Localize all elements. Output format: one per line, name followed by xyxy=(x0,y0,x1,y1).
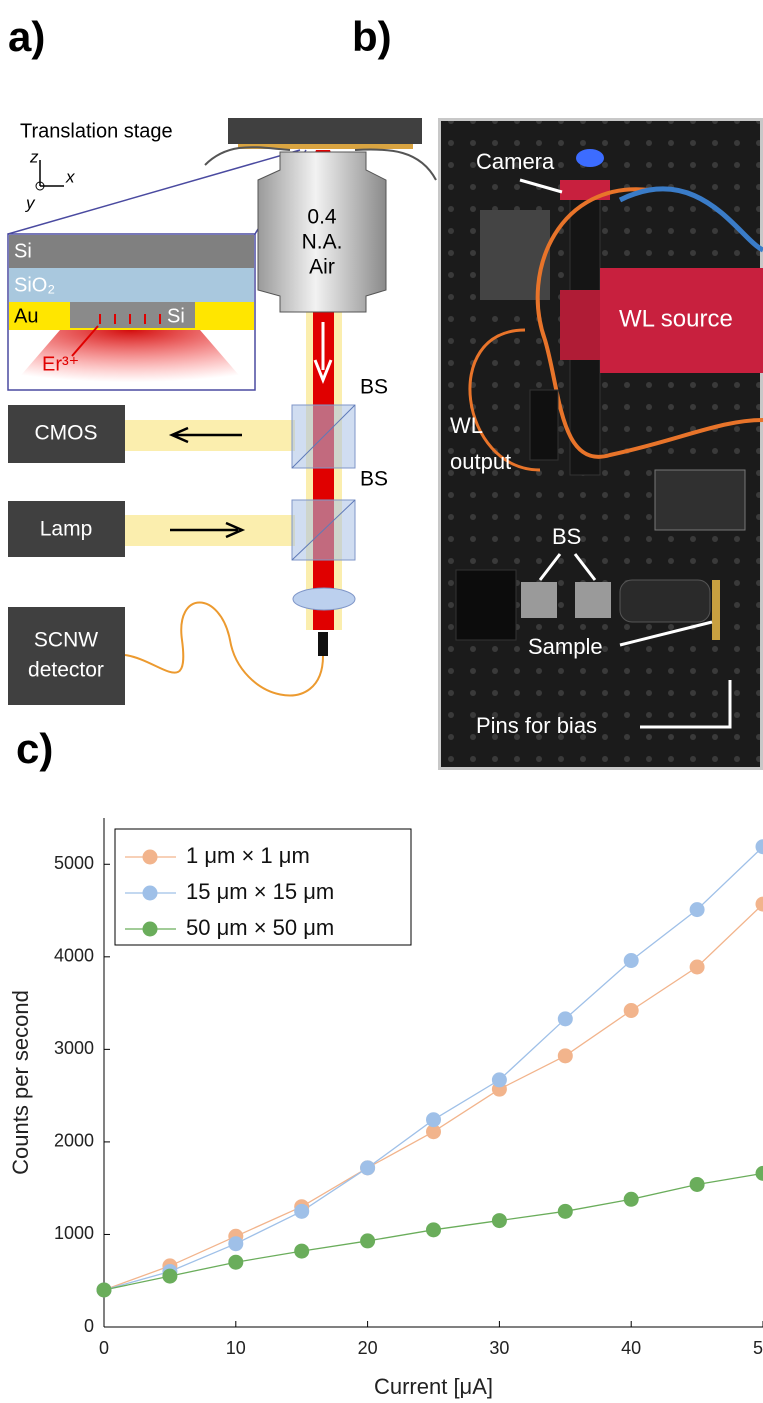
data-point xyxy=(558,1204,573,1219)
data-point xyxy=(624,953,639,968)
data-point xyxy=(294,1244,309,1259)
axis-label: x xyxy=(65,167,75,186)
data-point xyxy=(492,1072,507,1087)
stage-label: Translation stage xyxy=(20,120,173,142)
data-point xyxy=(690,1177,705,1192)
y-tick-label: 3000 xyxy=(54,1038,94,1058)
data-point xyxy=(360,1233,375,1248)
data-point xyxy=(492,1213,507,1228)
data-point xyxy=(162,1269,177,1284)
fiber-tip xyxy=(318,632,328,656)
layer-label: Au xyxy=(14,305,38,327)
bs-cube xyxy=(521,582,557,618)
panel-label: b) xyxy=(352,13,392,60)
legend-marker xyxy=(143,922,158,937)
data-point xyxy=(624,1003,639,1018)
x-axis-label: Current [μA] xyxy=(374,1374,493,1399)
data-point xyxy=(690,902,705,917)
layer-label: Si xyxy=(14,240,32,262)
setup-photo: Camera WL source WL output BS Sample Pin… xyxy=(438,118,763,770)
lamp-label: Lamp xyxy=(40,518,93,541)
data-point xyxy=(360,1160,375,1175)
panel-label: a) xyxy=(8,13,45,60)
x-tick-label: 10 xyxy=(226,1338,246,1358)
y-tick-label: 1000 xyxy=(54,1223,94,1243)
data-point xyxy=(228,1236,243,1251)
legend-marker xyxy=(143,850,158,865)
y-tick-label: 0 xyxy=(84,1316,94,1336)
objective-label: 0.4 xyxy=(307,206,337,229)
data-point xyxy=(228,1255,243,1270)
data-point xyxy=(426,1112,441,1127)
zoom-line xyxy=(8,150,300,234)
data-point xyxy=(756,1166,763,1181)
data-point xyxy=(97,1282,112,1297)
photo-label: output xyxy=(450,449,511,474)
legend-label: 15 μm × 15 μm xyxy=(186,879,334,904)
data-point xyxy=(690,959,705,974)
setup-diagram: Translation stage z x y 0.4 N.A. Air xyxy=(8,118,436,705)
mount xyxy=(456,570,516,640)
photo-label: Camera xyxy=(476,149,555,174)
sample-photo xyxy=(712,580,720,640)
emitter-label: Er³⁺ xyxy=(42,353,79,375)
data-point xyxy=(426,1222,441,1237)
data-point xyxy=(558,1011,573,1026)
photo-label: BS xyxy=(552,524,581,549)
axes-icon: z x y xyxy=(25,147,75,212)
photo-label: Sample xyxy=(528,634,603,659)
figure: a) b) c) Translation stage z x y 0.4 N.A… xyxy=(0,0,763,1403)
translation-stage xyxy=(228,118,422,144)
detector-label: detector xyxy=(28,659,104,682)
x-tick-label: 30 xyxy=(489,1338,509,1358)
panel-label: c) xyxy=(16,725,53,772)
legend-label: 1 μm × 1 μm xyxy=(186,843,310,868)
photo-label: WL xyxy=(450,413,483,438)
objective-photo xyxy=(620,580,710,622)
led-glow xyxy=(576,149,604,167)
objective-label: N.A. xyxy=(302,231,343,254)
photo-label: WL source xyxy=(619,305,733,332)
layer-label: Si xyxy=(167,305,185,327)
objective-label: Air xyxy=(309,256,335,279)
axis-label: y xyxy=(25,193,36,212)
y-tick-label: 5000 xyxy=(54,853,94,873)
stage-photo xyxy=(655,470,745,530)
fiber xyxy=(125,603,323,696)
photo-label: Pins for bias xyxy=(476,713,597,738)
data-point xyxy=(624,1192,639,1207)
collimator xyxy=(530,390,558,460)
data-point xyxy=(558,1048,573,1063)
bs-label: BS xyxy=(360,376,388,399)
x-tick-label: 50 xyxy=(753,1338,763,1358)
legend-label: 50 μm × 50 μm xyxy=(186,915,334,940)
chart: 0 1000 2000 3000 4000 5000 0 10 20 30 40 50 Current … xyxy=(8,818,763,1399)
lens xyxy=(293,588,355,610)
x-tick-label: 20 xyxy=(358,1338,378,1358)
y-axis-label: Counts per second xyxy=(8,990,33,1175)
bs-cube xyxy=(575,582,611,618)
detector-label: SCNW xyxy=(34,629,98,652)
page: { "panels": {"a": "a)", "b": "b)", "c": … xyxy=(0,0,763,1403)
x-tick-label: 40 xyxy=(621,1338,641,1358)
y-tick-label: 2000 xyxy=(54,1131,94,1151)
axis-label: z xyxy=(29,147,39,166)
x-tick-label: 0 xyxy=(99,1338,109,1358)
detector-box xyxy=(8,607,125,705)
si-layer xyxy=(9,235,254,268)
layer-label: SiO₂ xyxy=(14,274,55,296)
bs-label: BS xyxy=(360,468,388,491)
cmos-label: CMOS xyxy=(35,422,98,445)
y-tick-label: 4000 xyxy=(54,946,94,966)
data-point xyxy=(294,1204,309,1219)
wl-source-side xyxy=(560,290,600,360)
legend-marker xyxy=(143,886,158,901)
